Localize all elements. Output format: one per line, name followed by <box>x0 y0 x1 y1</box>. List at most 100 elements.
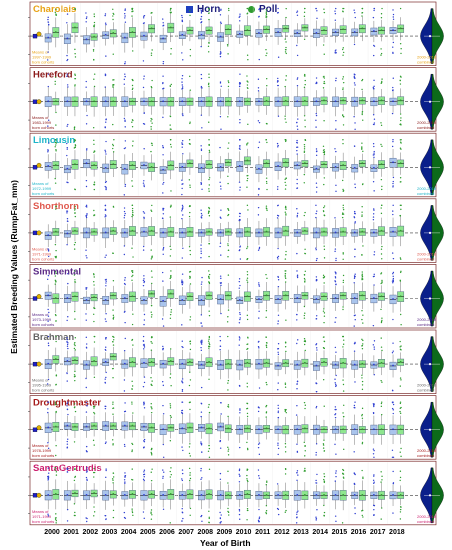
horn-mean <box>66 167 69 170</box>
horn-outlier <box>296 470 299 472</box>
poll-outlier <box>112 443 114 445</box>
poll-outlier <box>208 338 210 341</box>
poll-outlier <box>74 139 76 141</box>
horn-outlier <box>334 248 337 250</box>
poll-outlier <box>265 404 268 407</box>
horn-outlier <box>372 411 375 414</box>
poll-outlier <box>362 343 364 345</box>
legacy-horn-mean <box>32 165 38 170</box>
poll-outlier <box>304 248 306 250</box>
poll-outlier <box>112 344 115 346</box>
poll-outlier <box>342 468 344 471</box>
poll-outlier <box>93 376 96 379</box>
horn-outlier <box>143 319 146 321</box>
poll-mean <box>54 100 57 103</box>
horn-mean <box>219 425 222 428</box>
horn-outlier <box>86 287 88 289</box>
poll-outlier <box>342 390 345 392</box>
horn-outlier <box>353 82 356 84</box>
poll-outlier <box>227 382 229 384</box>
poll-outlier <box>246 177 249 180</box>
horn-outlier <box>162 62 164 65</box>
poll-outlier <box>227 45 229 47</box>
horn-outlier <box>277 444 279 446</box>
horn-outlier <box>85 12 87 14</box>
poll-outlier <box>323 340 325 342</box>
poll-outlier <box>73 128 76 130</box>
poll-outlier <box>74 144 77 146</box>
poll-outlier <box>304 349 306 352</box>
poll-mean <box>169 359 172 362</box>
poll-mean <box>303 162 306 165</box>
x-tick-label: 2002 <box>83 529 99 536</box>
poll-outlier <box>304 407 306 410</box>
horn-outlier <box>46 59 49 61</box>
poll-outlier <box>150 406 153 408</box>
poll-outlier <box>361 441 364 444</box>
poll-outlier <box>361 384 364 386</box>
horn-outlier <box>392 271 395 274</box>
horn-outlier <box>47 16 49 19</box>
horn-outlier <box>315 77 318 79</box>
horn-outlier <box>142 279 145 282</box>
poll-outlier <box>227 406 230 408</box>
poll-outlier <box>208 277 210 280</box>
poll-outlier <box>361 148 363 150</box>
horn-outlier <box>85 204 88 207</box>
poll-outlier <box>342 116 345 118</box>
poll-outlier <box>150 128 152 130</box>
poll-outlier <box>265 54 267 57</box>
horn-mean <box>372 166 375 169</box>
combined-note: combined <box>417 322 434 327</box>
poll-outlier <box>227 243 229 245</box>
poll-mean <box>227 230 230 233</box>
poll-outlier <box>93 21 96 24</box>
horn-outlier <box>104 407 107 410</box>
poll-outlier <box>150 209 152 211</box>
legend-poll-label: Poll <box>259 4 278 15</box>
poll-mean <box>74 100 76 103</box>
horn-outlier <box>143 343 145 346</box>
horn-outlier <box>66 75 68 78</box>
poll-outlier <box>93 413 96 415</box>
horn-outlier <box>181 143 183 145</box>
poll-outlier <box>380 273 382 275</box>
poll-outlier <box>74 349 77 351</box>
poll-outlier <box>284 274 286 276</box>
poll-mean <box>399 360 402 363</box>
poll-outlier <box>381 80 383 83</box>
poll-outlier <box>207 406 210 408</box>
poll-outlier <box>285 184 287 187</box>
poll-outlier <box>303 148 306 150</box>
poll-outlier <box>112 377 114 379</box>
horn-outlier <box>258 475 260 477</box>
poll-outlier <box>189 48 192 51</box>
horn-mean <box>334 493 337 496</box>
horn-outlier <box>66 142 68 145</box>
horn-outlier <box>354 512 356 515</box>
horn-outlier <box>66 13 69 15</box>
horn-mean <box>392 161 394 164</box>
horn-mean <box>296 31 299 34</box>
horn-outlier <box>66 54 68 57</box>
poll-outlier <box>381 401 383 403</box>
horn-outlier <box>373 403 375 405</box>
poll-outlier <box>150 311 152 313</box>
poll-outlier <box>400 208 402 211</box>
poll-outlier <box>208 12 210 14</box>
poll-mean <box>246 493 249 495</box>
horn-outlier <box>335 190 337 193</box>
cohort-note: born cohorts <box>32 125 54 130</box>
poll-outlier <box>208 139 210 141</box>
horn-outlier <box>181 469 184 471</box>
poll-mean <box>189 426 191 429</box>
horn-mean <box>123 493 126 496</box>
horn-outlier <box>181 340 183 342</box>
poll-outlier <box>400 379 402 381</box>
poll-outlier <box>284 178 286 181</box>
horn-outlier <box>373 85 375 87</box>
poll-outlier <box>399 511 402 513</box>
horn-mean <box>181 298 184 301</box>
poll-outlier <box>188 467 191 470</box>
horn-outlier <box>257 410 260 413</box>
